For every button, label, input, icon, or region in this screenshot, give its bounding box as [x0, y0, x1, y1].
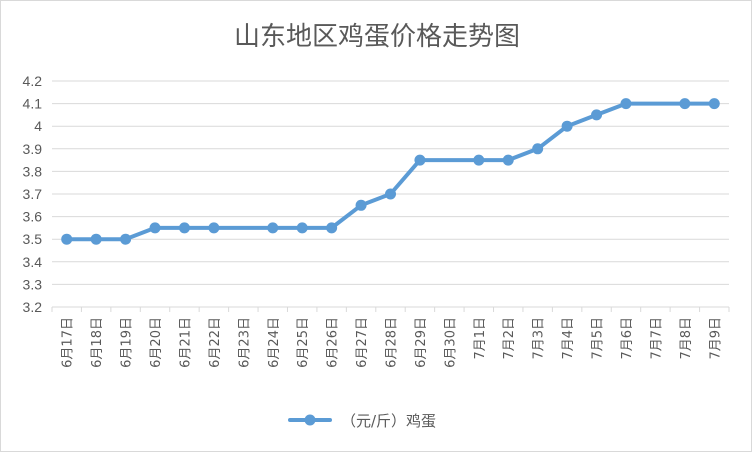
data-point [708, 98, 720, 110]
y-tick-label: 3.2 [23, 299, 43, 315]
x-tick-label: 7月2日 [502, 317, 517, 360]
x-tick-label: 6月22日 [208, 317, 223, 368]
data-point [502, 154, 514, 166]
chart-title: 山东地区鸡蛋价格走势图 [234, 22, 520, 52]
data-point [532, 143, 544, 155]
data-point [385, 188, 396, 200]
x-axis: 6月17日 6月18日 6月19日 6月20日 6月21日 6月22日 6月23日 6月24日… [51, 307, 730, 368]
y-tick-label: 4.1 [23, 96, 43, 112]
y-tick-label: 3.5 [23, 231, 43, 247]
x-tick-label: 6月24日 [267, 317, 282, 368]
x-tick-label: 6月17日 [61, 317, 76, 368]
legend-label: （元/斤）鸡蛋 [341, 412, 436, 430]
data-point [208, 222, 220, 234]
y-axis: 3.2 3.3 3.4 3.5 3.6 3.7 3.8 3.9 4 4.1 4.2 [23, 73, 43, 315]
x-tick-label: 6月29日 [414, 317, 429, 368]
y-tick-label: 3.7 [23, 186, 43, 202]
x-tick-label: 7月6日 [620, 317, 635, 360]
y-tick-label: 3.8 [23, 163, 43, 179]
data-point [326, 222, 338, 234]
x-tick-label: 7月4日 [561, 317, 576, 360]
x-tick-label: 6月19日 [120, 317, 135, 368]
x-tick-label: 7月5日 [591, 317, 606, 360]
y-tick-label: 4.2 [23, 73, 43, 89]
legend-marker [304, 414, 316, 426]
data-point [120, 233, 132, 245]
data-point [414, 154, 426, 166]
data-point [355, 199, 367, 211]
data-point [267, 222, 279, 234]
data-point [178, 222, 190, 234]
x-tick-label: 7月3日 [532, 317, 547, 360]
x-tick-label: 6月20日 [149, 317, 164, 368]
x-tick-label: 6月26日 [326, 317, 341, 368]
legend: （元/斤）鸡蛋 [288, 412, 436, 430]
y-tick-label: 4 [34, 118, 42, 134]
data-point [561, 120, 573, 132]
x-tick-label: 6月27日 [355, 317, 370, 368]
x-tick-label: 7月7日 [649, 317, 664, 360]
x-tick-label: 7月9日 [708, 317, 723, 360]
y-tick-label: 3.6 [23, 209, 43, 225]
x-tick-label: 6月25日 [296, 317, 311, 368]
data-point [679, 98, 691, 110]
data-point [149, 222, 161, 234]
data-point [591, 109, 603, 121]
x-tick-label: 6月30日 [443, 317, 458, 368]
x-tick-label: 6月18日 [90, 317, 105, 368]
data-point [90, 233, 102, 245]
data-point [296, 222, 308, 234]
x-tick-label: 7月8日 [679, 317, 694, 360]
y-tick-label: 3.4 [23, 254, 43, 270]
series-egg [61, 98, 720, 245]
y-tick-label: 3.3 [23, 276, 43, 292]
x-tick-label: 6月28日 [385, 317, 400, 368]
x-tick-label: 7月1日 [473, 317, 488, 360]
x-tick-label: 6月23日 [237, 317, 252, 368]
y-tick-label: 3.9 [23, 141, 43, 157]
data-point [620, 98, 632, 110]
data-point [61, 233, 73, 245]
x-tick-label: 6月21日 [178, 317, 193, 368]
data-point [473, 154, 485, 166]
